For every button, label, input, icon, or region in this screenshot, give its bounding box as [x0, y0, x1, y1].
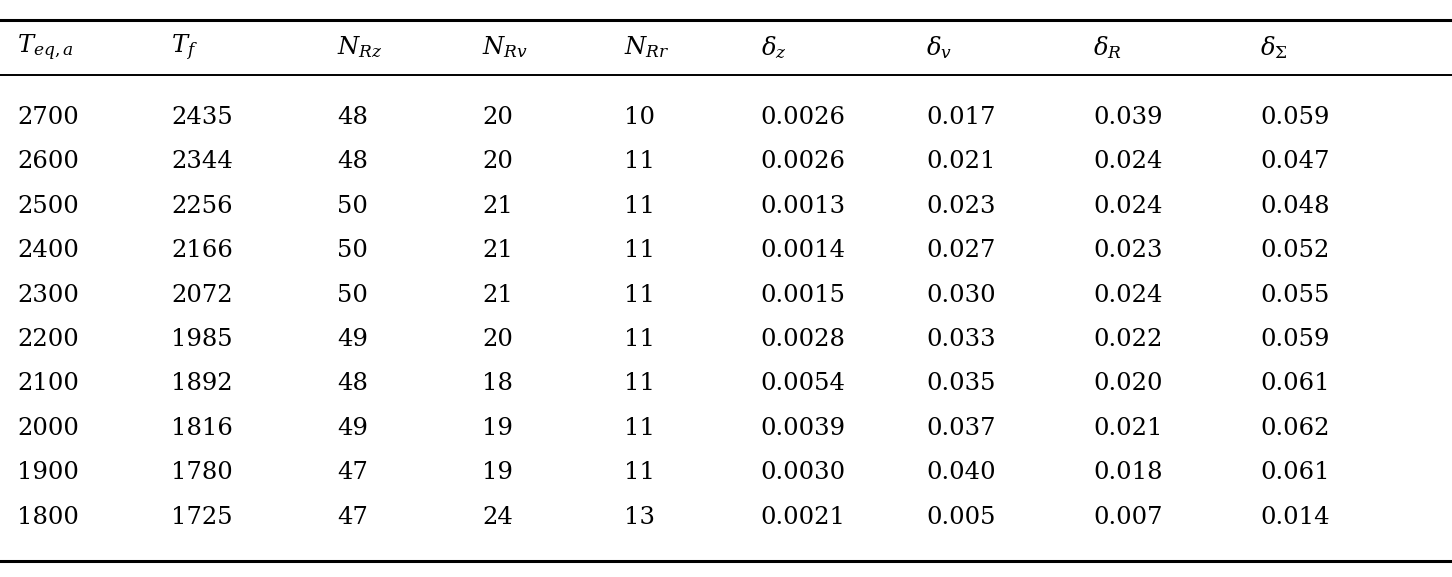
Text: 18: 18	[482, 373, 513, 395]
Text: 0.048: 0.048	[1260, 195, 1330, 218]
Text: $T_f$: $T_f$	[171, 32, 199, 62]
Text: 11: 11	[624, 195, 655, 218]
Text: 0.023: 0.023	[1093, 239, 1163, 262]
Text: $\delta_R$: $\delta_R$	[1093, 34, 1122, 61]
Text: 0.018: 0.018	[1093, 462, 1163, 484]
Text: 1985: 1985	[171, 328, 232, 351]
Text: 2100: 2100	[17, 373, 80, 395]
Text: 2256: 2256	[171, 195, 232, 218]
Text: 20: 20	[482, 151, 513, 173]
Text: 0.024: 0.024	[1093, 195, 1163, 218]
Text: 0.0028: 0.0028	[761, 328, 845, 351]
Text: 20: 20	[482, 106, 513, 129]
Text: 1892: 1892	[171, 373, 232, 395]
Text: 49: 49	[337, 328, 367, 351]
Text: 1900: 1900	[17, 462, 80, 484]
Text: $T_{eq,a}$: $T_{eq,a}$	[17, 32, 74, 62]
Text: 2200: 2200	[17, 328, 80, 351]
Text: 24: 24	[482, 506, 513, 529]
Text: 11: 11	[624, 417, 655, 440]
Text: 0.021: 0.021	[1093, 417, 1163, 440]
Text: 0.0026: 0.0026	[761, 106, 847, 129]
Text: 0.023: 0.023	[926, 195, 996, 218]
Text: 0.014: 0.014	[1260, 506, 1330, 529]
Text: 2600: 2600	[17, 151, 80, 173]
Text: 49: 49	[337, 417, 367, 440]
Text: 47: 47	[337, 506, 367, 529]
Text: $N_{Rr}$: $N_{Rr}$	[624, 35, 669, 60]
Text: $N_{Rz}$: $N_{Rz}$	[337, 35, 382, 60]
Text: 2500: 2500	[17, 195, 80, 218]
Text: 0.039: 0.039	[1093, 106, 1163, 129]
Text: 1816: 1816	[171, 417, 234, 440]
Text: 50: 50	[337, 195, 367, 218]
Text: 47: 47	[337, 462, 367, 484]
Text: 0.024: 0.024	[1093, 284, 1163, 306]
Text: 0.017: 0.017	[926, 106, 996, 129]
Text: 0.062: 0.062	[1260, 417, 1330, 440]
Text: 0.007: 0.007	[1093, 506, 1163, 529]
Text: 0.0015: 0.0015	[761, 284, 847, 306]
Text: 21: 21	[482, 284, 513, 306]
Text: 0.047: 0.047	[1260, 151, 1330, 173]
Text: 0.040: 0.040	[926, 462, 996, 484]
Text: 2166: 2166	[171, 239, 234, 262]
Text: 11: 11	[624, 462, 655, 484]
Text: 0.055: 0.055	[1260, 284, 1330, 306]
Text: 0.024: 0.024	[1093, 151, 1163, 173]
Text: 0.033: 0.033	[926, 328, 996, 351]
Text: 0.0054: 0.0054	[761, 373, 847, 395]
Text: $\delta_{\Sigma}$: $\delta_{\Sigma}$	[1260, 34, 1288, 61]
Text: 2344: 2344	[171, 151, 234, 173]
Text: 11: 11	[624, 151, 655, 173]
Text: 2072: 2072	[171, 284, 232, 306]
Text: 13: 13	[624, 506, 655, 529]
Text: 2400: 2400	[17, 239, 80, 262]
Text: 1725: 1725	[171, 506, 232, 529]
Text: 11: 11	[624, 373, 655, 395]
Text: 2000: 2000	[17, 417, 80, 440]
Text: 0.021: 0.021	[926, 151, 996, 173]
Text: 11: 11	[624, 328, 655, 351]
Text: 2300: 2300	[17, 284, 80, 306]
Text: 0.027: 0.027	[926, 239, 996, 262]
Text: 2435: 2435	[171, 106, 234, 129]
Text: 0.052: 0.052	[1260, 239, 1330, 262]
Text: 0.0014: 0.0014	[761, 239, 847, 262]
Text: 21: 21	[482, 239, 513, 262]
Text: 10: 10	[624, 106, 655, 129]
Text: 48: 48	[337, 151, 367, 173]
Text: 0.030: 0.030	[926, 284, 996, 306]
Text: 0.035: 0.035	[926, 373, 996, 395]
Text: 19: 19	[482, 417, 513, 440]
Text: 11: 11	[624, 284, 655, 306]
Text: 0.0021: 0.0021	[761, 506, 847, 529]
Text: 11: 11	[624, 239, 655, 262]
Text: 1800: 1800	[17, 506, 80, 529]
Text: 0.061: 0.061	[1260, 462, 1330, 484]
Text: 2700: 2700	[17, 106, 80, 129]
Text: 50: 50	[337, 284, 367, 306]
Text: 0.0039: 0.0039	[761, 417, 847, 440]
Text: 0.020: 0.020	[1093, 373, 1163, 395]
Text: 0.059: 0.059	[1260, 328, 1330, 351]
Text: 20: 20	[482, 328, 513, 351]
Text: 48: 48	[337, 373, 367, 395]
Text: 0.0030: 0.0030	[761, 462, 847, 484]
Text: $\delta_z$: $\delta_z$	[761, 34, 787, 61]
Text: 0.061: 0.061	[1260, 373, 1330, 395]
Text: 0.0026: 0.0026	[761, 151, 847, 173]
Text: 0.022: 0.022	[1093, 328, 1163, 351]
Text: 50: 50	[337, 239, 367, 262]
Text: 1780: 1780	[171, 462, 234, 484]
Text: 0.037: 0.037	[926, 417, 996, 440]
Text: 21: 21	[482, 195, 513, 218]
Text: 0.0013: 0.0013	[761, 195, 847, 218]
Text: 0.059: 0.059	[1260, 106, 1330, 129]
Text: 19: 19	[482, 462, 513, 484]
Text: 0.005: 0.005	[926, 506, 996, 529]
Text: 48: 48	[337, 106, 367, 129]
Text: $N_{Rv}$: $N_{Rv}$	[482, 35, 529, 60]
Text: $\delta_v$: $\delta_v$	[926, 34, 953, 61]
